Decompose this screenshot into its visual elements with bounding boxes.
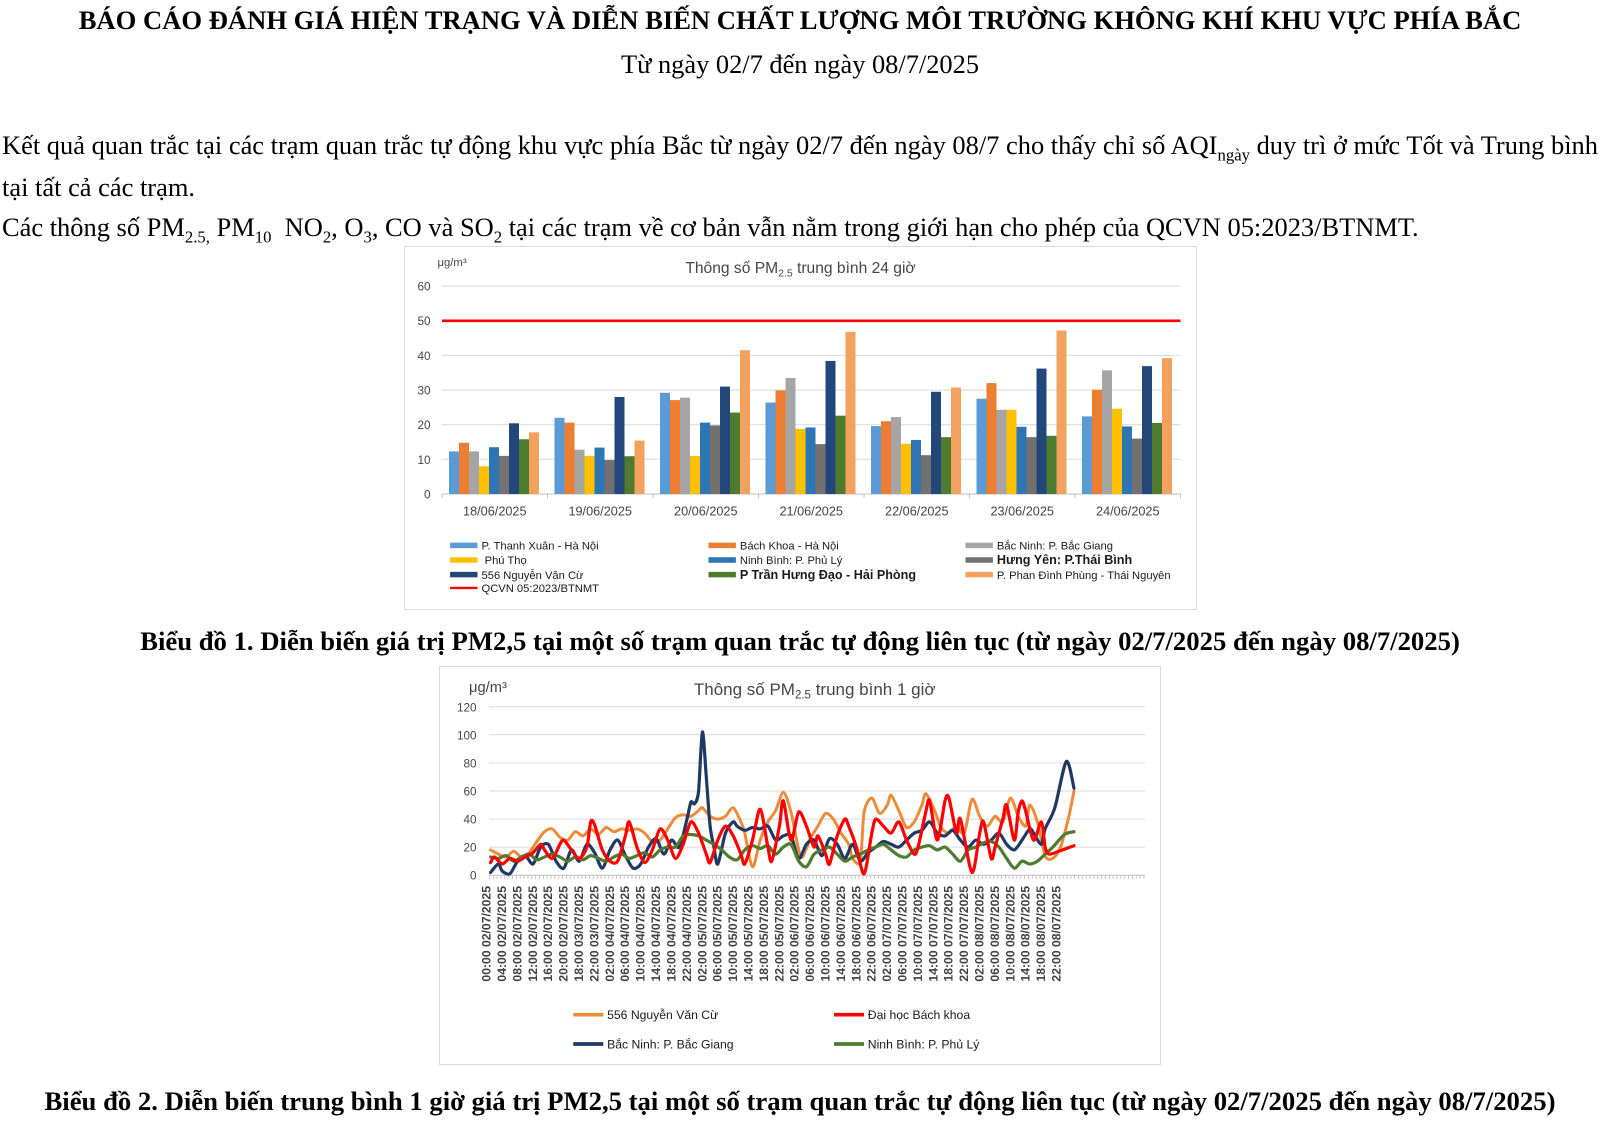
- svg-text:02:00 05/07/2025: 02:00 05/07/2025: [695, 886, 709, 982]
- svg-text:Bắc Ninh: P. Bắc Giang: Bắc Ninh: P. Bắc Giang: [996, 539, 1112, 552]
- svg-text:22:00 05/07/2025: 22:00 05/07/2025: [772, 886, 786, 982]
- svg-text:22:00 08/07/2025: 22:00 08/07/2025: [1050, 886, 1064, 982]
- svg-text:μg/m³: μg/m³: [437, 257, 466, 269]
- svg-text:20: 20: [463, 842, 477, 855]
- svg-text:18:00 08/07/2025: 18:00 08/07/2025: [1034, 886, 1048, 982]
- svg-text:18/06/2025: 18/06/2025: [463, 504, 527, 518]
- svg-text:Thông số PM2.5 trung bình 1 gi: Thông số PM2.5 trung bình 1 giờ: [694, 680, 936, 702]
- svg-text:Bách Khoa - Hà Nội: Bách Khoa - Hà Nội: [739, 540, 838, 552]
- svg-text:00:00 02/07/2025: 00:00 02/07/2025: [480, 886, 494, 982]
- svg-text:40: 40: [463, 814, 477, 827]
- svg-text:06:00 06/07/2025: 06:00 06/07/2025: [803, 886, 817, 982]
- svg-text:μg/m³: μg/m³: [469, 680, 507, 696]
- svg-text:06:00 04/07/2025: 06:00 04/07/2025: [618, 886, 632, 982]
- svg-text:0: 0: [423, 488, 430, 501]
- svg-text:02:00 06/07/2025: 02:00 06/07/2025: [788, 886, 802, 982]
- svg-text:Đại học Bách khoa: Đại học Bách khoa: [868, 1008, 971, 1022]
- svg-text:100: 100: [457, 729, 477, 742]
- svg-text:10:00 06/07/2025: 10:00 06/07/2025: [819, 886, 833, 982]
- svg-text:30: 30: [417, 384, 431, 397]
- svg-text:02:00 07/07/2025: 02:00 07/07/2025: [880, 886, 894, 982]
- svg-text:556 Nguyễn Văn Cừ: 556 Nguyễn Văn Cừ: [607, 1007, 718, 1022]
- svg-text:60: 60: [417, 280, 431, 293]
- svg-text:18:00 07/07/2025: 18:00 07/07/2025: [942, 886, 956, 982]
- svg-text:20/06/2025: 20/06/2025: [674, 504, 738, 518]
- svg-text:10:00 05/07/2025: 10:00 05/07/2025: [726, 886, 740, 982]
- svg-text:Ninh Bình: P. Phủ Lý: Ninh Bình: P. Phủ Lý: [868, 1037, 980, 1051]
- svg-text:Hưng Yên: P.Thái Bình: Hưng Yên: P.Thái Bình: [996, 553, 1131, 567]
- svg-text:12:00 02/07/2025: 12:00 02/07/2025: [526, 886, 540, 982]
- svg-text:22:00 07/07/2025: 22:00 07/07/2025: [957, 886, 971, 982]
- svg-text:04:00 02/07/2025: 04:00 02/07/2025: [495, 886, 509, 982]
- svg-text:10:00 07/07/2025: 10:00 07/07/2025: [911, 886, 925, 982]
- svg-text:10:00 08/07/2025: 10:00 08/07/2025: [1003, 886, 1017, 982]
- svg-text:06:00 05/07/2025: 06:00 05/07/2025: [711, 886, 725, 982]
- svg-text:20:00 02/07/2025: 20:00 02/07/2025: [557, 886, 571, 982]
- svg-text:20: 20: [417, 419, 431, 432]
- svg-text:02:00 08/07/2025: 02:00 08/07/2025: [973, 886, 987, 982]
- svg-text:Phú Thọ: Phú Thọ: [481, 555, 526, 567]
- svg-text:40: 40: [417, 349, 431, 362]
- svg-text:P Trần Hưng Đạo - Hải Phòng: P Trần Hưng Đạo - Hải Phòng: [739, 567, 915, 581]
- svg-text:16:00 02/07/2025: 16:00 02/07/2025: [541, 886, 555, 982]
- svg-text:14:00 08/07/2025: 14:00 08/07/2025: [1019, 886, 1033, 982]
- svg-text:Bắc Ninh: P. Bắc Giang: Bắc Ninh: P. Bắc Giang: [607, 1036, 733, 1051]
- svg-text:14:00 07/07/2025: 14:00 07/07/2025: [926, 886, 940, 982]
- svg-text:Thông số PM2.5 trung bình 24 g: Thông số PM2.5 trung bình 24 giờ: [685, 260, 915, 279]
- svg-text:22:00 04/07/2025: 22:00 04/07/2025: [680, 886, 694, 982]
- svg-text:18:00 04/07/2025: 18:00 04/07/2025: [664, 886, 678, 982]
- svg-text:22/06/2025: 22/06/2025: [885, 504, 949, 518]
- svg-text:10:00 04/07/2025: 10:00 04/07/2025: [634, 886, 648, 982]
- svg-text:14:00 05/07/2025: 14:00 05/07/2025: [742, 886, 756, 982]
- svg-text:08:00 02/07/2025: 08:00 02/07/2025: [510, 886, 524, 982]
- svg-text:14:00 06/07/2025: 14:00 06/07/2025: [834, 886, 848, 982]
- svg-text:556 Nguyễn Văn Cừ: 556 Nguyễn Văn Cừ: [481, 568, 584, 581]
- svg-text:80: 80: [463, 757, 477, 770]
- svg-text:06:00 07/07/2025: 06:00 07/07/2025: [896, 886, 910, 982]
- svg-text:Ninh Bình: P. Phủ Lý: Ninh Bình: P. Phủ Lý: [739, 555, 842, 567]
- svg-text:02:00 04/07/2025: 02:00 04/07/2025: [603, 886, 617, 982]
- svg-text:18:00 06/07/2025: 18:00 06/07/2025: [849, 886, 863, 982]
- svg-text:60: 60: [463, 786, 477, 799]
- svg-text:10: 10: [417, 453, 431, 466]
- svg-text:24/06/2025: 24/06/2025: [1096, 504, 1160, 518]
- svg-text:21/06/2025: 21/06/2025: [779, 504, 843, 518]
- svg-text:18:00 03/07/2025: 18:00 03/07/2025: [572, 886, 586, 982]
- svg-text:22:00 06/07/2025: 22:00 06/07/2025: [865, 886, 879, 982]
- svg-text:22:00 03/07/2025: 22:00 03/07/2025: [587, 886, 601, 982]
- svg-text:P. Phan Đình Phùng - Thái Nguy: P. Phan Đình Phùng - Thái Nguyên: [996, 569, 1170, 581]
- svg-text:19/06/2025: 19/06/2025: [568, 504, 632, 518]
- svg-text:23/06/2025: 23/06/2025: [990, 504, 1053, 518]
- svg-text:50: 50: [417, 315, 431, 328]
- svg-text:14:00 04/07/2025: 14:00 04/07/2025: [649, 886, 663, 982]
- svg-text:0: 0: [470, 870, 477, 883]
- svg-text:06:00 08/07/2025: 06:00 08/07/2025: [988, 886, 1002, 982]
- svg-text:QCVN 05:2023/BTNMT: QCVN 05:2023/BTNMT: [481, 583, 599, 595]
- svg-text:P. Thanh Xuân - Hà Nội: P. Thanh Xuân - Hà Nội: [481, 540, 598, 552]
- svg-text:18:00 05/07/2025: 18:00 05/07/2025: [757, 886, 771, 982]
- svg-text:120: 120: [457, 701, 477, 714]
